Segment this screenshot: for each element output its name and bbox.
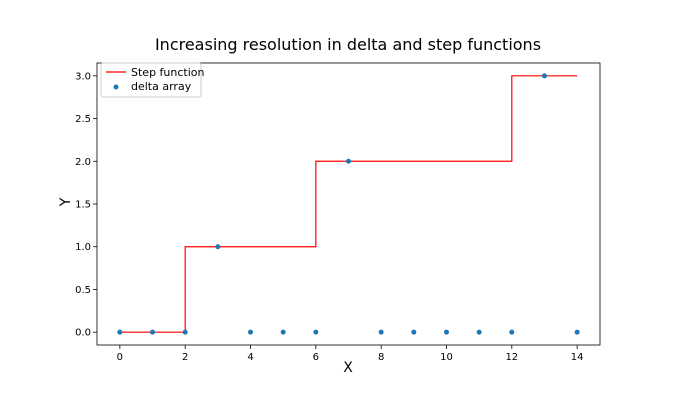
delta-array-point: [280, 329, 286, 335]
y-tick-label: 2.5: [75, 114, 91, 125]
y-tick-label: 0.5: [75, 285, 91, 296]
delta-array-point: [248, 329, 254, 335]
x-tick-label: 0: [117, 352, 123, 363]
y-tick-label: 1.5: [75, 200, 91, 211]
delta-array-point: [215, 244, 221, 250]
x-tick-label: 2: [182, 352, 188, 363]
y-tick-label: 3.0: [75, 71, 91, 82]
y-tick-label: 1.0: [75, 242, 91, 253]
delta-array-point: [509, 329, 515, 335]
x-tick-label: 8: [378, 352, 384, 363]
plot-area: 0 2 4 6 8 10 12 14 0.0 0.5 1.0 1.5 2.0 2.5 3.0: [75, 62, 601, 363]
x-tick-label: 14: [571, 352, 584, 363]
chart-title: Increasing resolution in delta and step …: [155, 35, 541, 54]
x-tick-label: 6: [313, 352, 319, 363]
legend-delta-array-marker: [113, 84, 119, 90]
legend: Step function delta array: [100, 62, 205, 98]
x-tick-label: 4: [247, 352, 253, 363]
legend-delta-array-label: delta array: [131, 80, 192, 93]
delta-array-point: [476, 329, 482, 335]
delta-array-point: [443, 329, 449, 335]
delta-array-point: [574, 329, 580, 335]
legend-step-function-label: Step function: [131, 66, 205, 79]
delta-array-point: [117, 329, 123, 335]
x-tick-label: 12: [505, 352, 518, 363]
y-tick-label: 0.0: [75, 328, 91, 339]
delta-array-point: [182, 329, 188, 335]
x-axis-label: X: [343, 360, 353, 376]
delta-array-point: [541, 73, 547, 79]
delta-array-point: [378, 329, 384, 335]
y-tick-label: 2.0: [75, 157, 91, 168]
delta-array-point: [313, 329, 319, 335]
delta-array-point: [346, 158, 351, 164]
y-axis-label: Y: [58, 197, 74, 207]
x-tick-label: 10: [440, 352, 453, 363]
delta-array-point: [150, 329, 156, 335]
step-function-line: [119, 75, 578, 333]
delta-array-point: [411, 329, 417, 335]
